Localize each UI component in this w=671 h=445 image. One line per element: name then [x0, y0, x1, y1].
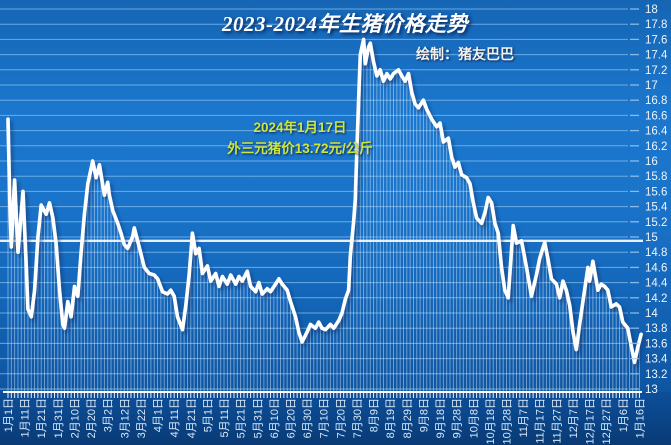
svg-text:11月17日: 11月17日 [535, 398, 547, 444]
svg-text:15.4: 15.4 [645, 202, 668, 214]
svg-text:12月17日: 12月17日 [585, 398, 597, 444]
svg-text:1月31日: 1月31日 [53, 398, 65, 438]
svg-text:1月16日: 1月16日 [634, 398, 646, 438]
svg-text:16.4: 16.4 [645, 126, 668, 138]
svg-text:13.6: 13.6 [645, 338, 667, 350]
svg-text:3月22日: 3月22日 [136, 398, 148, 438]
svg-text:14.2: 14.2 [645, 293, 667, 305]
y-tick-dashes [630, 8, 639, 390]
svg-text:17: 17 [645, 80, 658, 92]
svg-text:4月11日: 4月11日 [169, 398, 181, 438]
svg-text:13: 13 [645, 384, 658, 396]
svg-text:11月27日: 11月27日 [551, 398, 563, 444]
x-tick-marks [7, 393, 640, 398]
svg-text:15.8: 15.8 [645, 171, 667, 183]
svg-text:2月10日: 2月10日 [70, 398, 82, 438]
svg-text:6月30日: 6月30日 [302, 398, 314, 438]
chart-title: 2023-2024年生猪价格走势 [222, 12, 468, 36]
svg-text:7月20日: 7月20日 [335, 398, 347, 438]
price-line [6, 37, 643, 365]
svg-text:4月21日: 4月21日 [186, 398, 198, 438]
svg-text:10月18日: 10月18日 [485, 398, 497, 444]
svg-text:6月10日: 6月10日 [269, 398, 281, 438]
svg-text:1月1日: 1月1日 [3, 398, 15, 432]
y-axis-labels: 18 17.8 17.6 17.4 17.2 17 16.8 16.6 16.4 16.2 16 15… [645, 4, 668, 396]
svg-text:9月8日: 9月8日 [418, 398, 430, 432]
svg-text:16: 16 [645, 156, 658, 168]
svg-text:16.6: 16.6 [645, 110, 667, 122]
svg-text:12月27日: 12月27日 [601, 398, 613, 444]
svg-text:5月21日: 5月21日 [236, 398, 248, 438]
chart-credit: 绘制：猪友巴巴 [416, 46, 514, 62]
svg-text:13.2: 13.2 [645, 369, 667, 381]
svg-text:15.6: 15.6 [645, 186, 667, 198]
svg-text:14.6: 14.6 [645, 262, 667, 274]
svg-text:7月10日: 7月10日 [319, 398, 331, 438]
svg-text:1月21日: 1月21日 [36, 398, 48, 438]
svg-text:7月30日: 7月30日 [352, 398, 364, 438]
svg-text:17.4: 17.4 [645, 50, 668, 62]
svg-text:10月28日: 10月28日 [502, 398, 514, 444]
x-axis-labels: 1月1日 1月11日 1月21日 1月31日 2月10日 2月20日 3月2日 3月12日 3月… [3, 398, 646, 444]
svg-text:15: 15 [645, 232, 658, 244]
svg-text:5月1日: 5月1日 [202, 398, 214, 432]
svg-text:16.8: 16.8 [645, 95, 667, 107]
svg-text:14: 14 [645, 308, 658, 320]
svg-text:8月9日: 8月9日 [369, 398, 381, 432]
svg-text:4月1日: 4月1日 [153, 398, 165, 432]
svg-text:5月11日: 5月11日 [219, 398, 231, 438]
svg-text:13.8: 13.8 [645, 323, 667, 335]
svg-text:5月31日: 5月31日 [252, 398, 264, 438]
annotation-price: 外三元猪价13.72元/公斤 [227, 141, 373, 156]
svg-text:17.2: 17.2 [645, 65, 667, 77]
svg-text:10月8日: 10月8日 [468, 398, 480, 438]
annotation-date: 2024年1月17日 [253, 120, 347, 135]
drop-lines [7, 40, 640, 392]
price-annotation: 2024年1月17日 外三元猪价13.72元/公斤 [175, 117, 425, 159]
svg-text:6月20日: 6月20日 [286, 398, 298, 438]
svg-text:3月2日: 3月2日 [103, 398, 115, 432]
svg-text:1月11日: 1月11日 [20, 398, 32, 438]
svg-text:15.2: 15.2 [645, 217, 667, 229]
svg-text:8月29日: 8月29日 [402, 398, 414, 438]
svg-text:9月28日: 9月28日 [452, 398, 464, 438]
svg-text:13.4: 13.4 [645, 354, 668, 366]
svg-text:18: 18 [645, 4, 658, 16]
svg-text:17.8: 17.8 [645, 19, 667, 31]
svg-text:14.8: 14.8 [645, 247, 667, 259]
svg-text:2月20日: 2月20日 [86, 398, 98, 438]
svg-text:3月12日: 3月12日 [119, 398, 131, 438]
svg-text:8月19日: 8月19日 [385, 398, 397, 438]
svg-text:17.6: 17.6 [645, 34, 667, 46]
svg-text:1月6日: 1月6日 [618, 398, 630, 432]
x-axis-band [0, 392, 671, 445]
svg-text:9月18日: 9月18日 [435, 398, 447, 438]
svg-text:16.2: 16.2 [645, 141, 667, 153]
svg-text:11月7日: 11月7日 [518, 398, 530, 438]
svg-text:14.4: 14.4 [645, 278, 668, 290]
svg-text:12月7日: 12月7日 [568, 398, 580, 438]
